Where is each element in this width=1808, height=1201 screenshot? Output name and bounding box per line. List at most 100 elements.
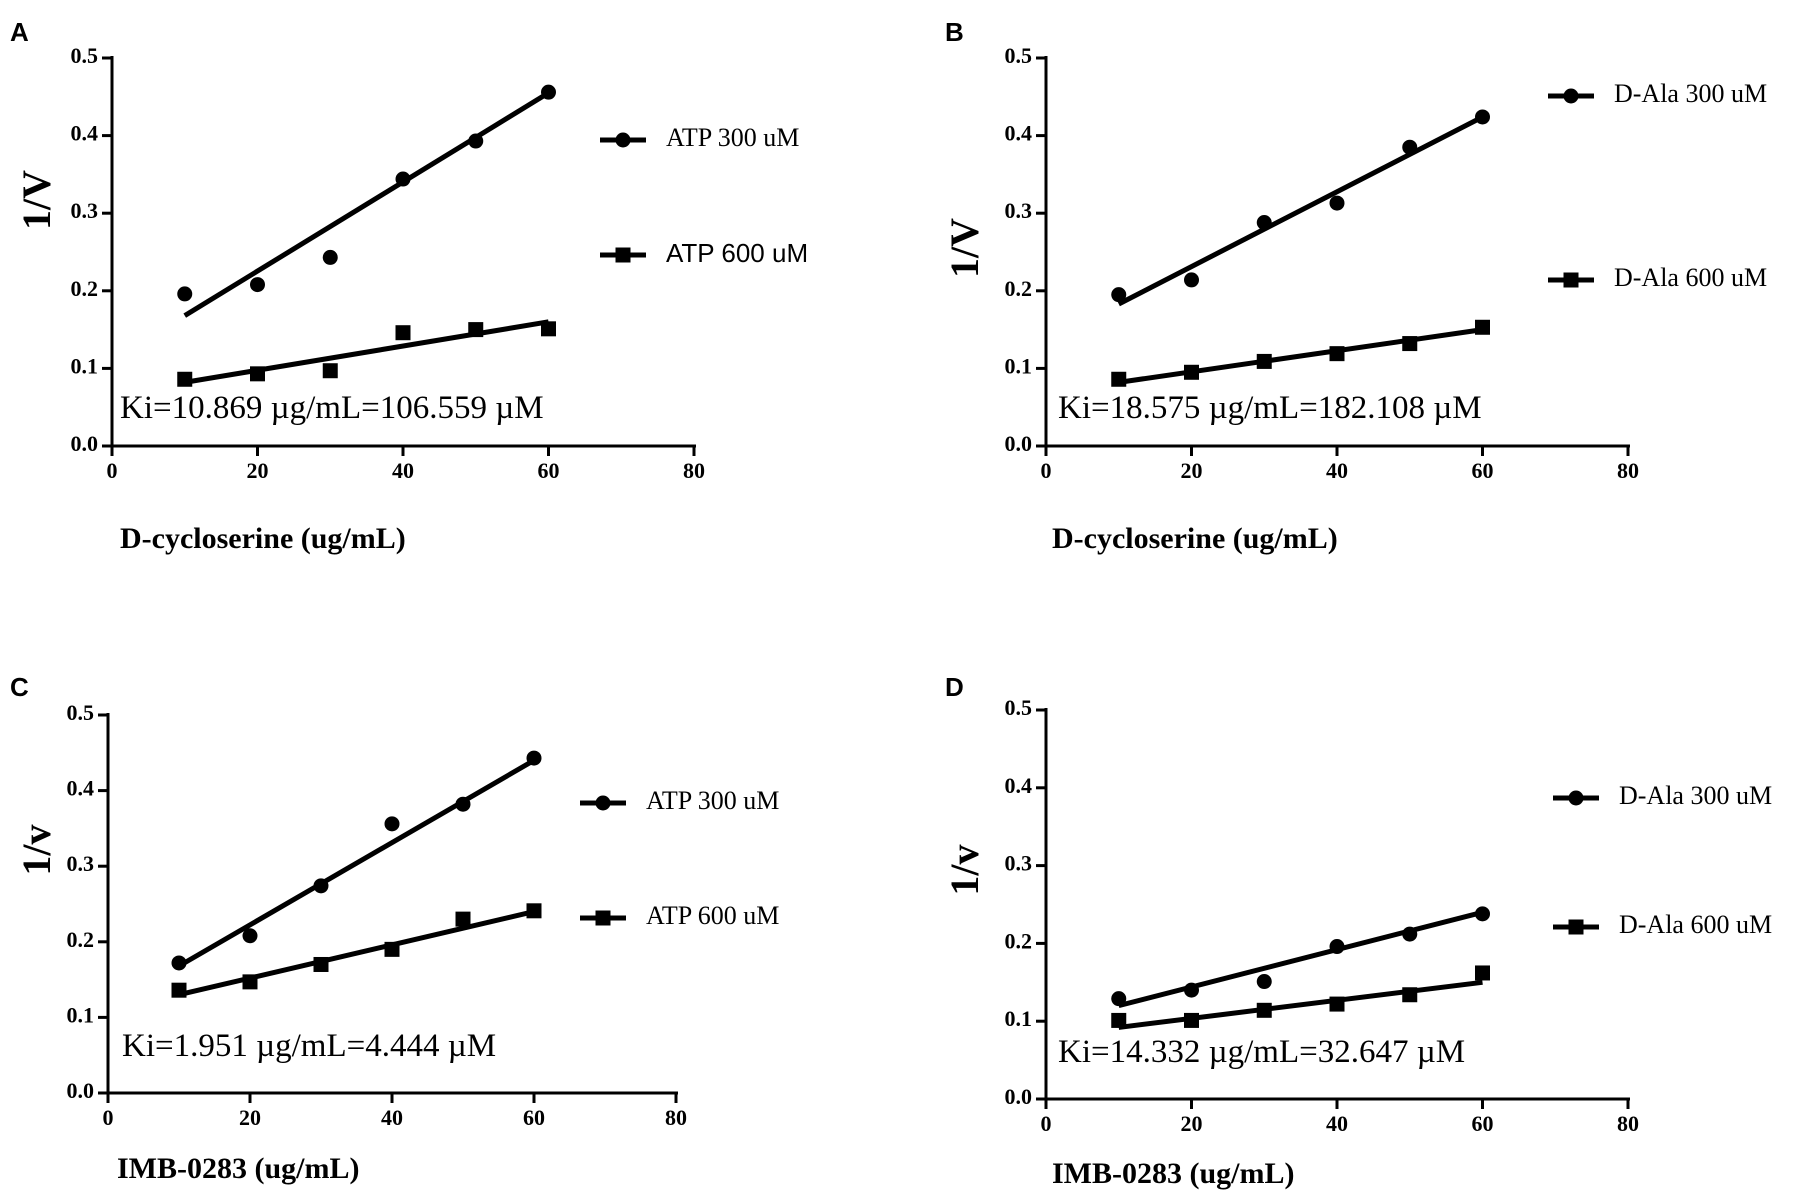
y-axis-label: 1/v [942,844,987,895]
series-1 [1111,109,1490,307]
legend-marker [595,910,611,926]
data-point [541,321,556,337]
x-tick-label: 0 [1041,458,1052,483]
y-tick-label: 0.5 [67,700,95,725]
panel-label: D [945,672,964,702]
data-point [1184,272,1199,288]
data-point [242,928,258,944]
x-tick-label: 80 [1617,458,1639,483]
data-point [384,816,400,832]
y-tick-label: 0.4 [71,121,99,146]
y-tick-label: 0.1 [1005,353,1033,378]
data-point [541,84,556,100]
panel-label: B [945,17,964,47]
x-tick-label: 80 [1617,1111,1639,1136]
data-point [1329,195,1345,211]
legend-entry-1: D-Ala 300 uM [1553,781,1772,810]
data-point [1111,1012,1127,1028]
legend-entry-2: D-Ala 600 uM [1548,263,1767,292]
legend-label: ATP 300 uM [646,786,779,815]
ki-annotation: Ki=1.951 µg/mL=4.444 µM [122,1028,496,1064]
y-tick-label: 0.3 [1005,851,1033,876]
data-point [455,796,471,812]
data-point [1111,991,1127,1007]
legend-label: D-Ala 300 uM [1619,781,1772,810]
data-point [1256,1002,1272,1018]
series-2 [1111,965,1490,1030]
y-tick-label: 0.1 [67,1002,95,1027]
y-tick-label: 0.0 [1005,1084,1033,1109]
chart-panel-b: B 0.0 0.1 0.2 0.3 0.4 0.5 0 20 40 60 80 D-cycloserin… [942,17,1767,555]
data-point [1402,926,1418,942]
ki-annotation: Ki=18.575 µg/mL=182.108 µM [1058,390,1482,426]
y-tick-label: 0.4 [1005,121,1033,146]
data-point [1402,336,1418,352]
data-point [1475,906,1490,922]
x-tick-label: 80 [665,1105,687,1130]
x-tick-label: 40 [1326,1111,1348,1136]
data-point [1256,215,1272,231]
legend-entry-2: D-Ala 600 uM [1553,910,1772,939]
x-axis-label: IMB-0283 (ug/mL) [117,1152,360,1185]
y-tick-label: 0.5 [1005,695,1033,720]
x-tick-label: 80 [683,458,705,483]
data-point [1329,939,1345,955]
data-point [242,974,258,990]
data-point [526,903,542,919]
y-tick-label: 0.1 [1005,1006,1033,1031]
data-point [1111,287,1127,303]
y-tick-label: 0.4 [67,776,95,801]
x-tick-label: 0 [1041,1111,1052,1136]
data-point [313,956,329,972]
legend-entry-1: ATP 300 uM [600,123,799,152]
data-point [468,133,484,149]
data-point [1475,109,1490,125]
data-point [1475,319,1490,335]
y-tick-label: 0.5 [71,43,99,68]
y-tick-label: 0.5 [1005,43,1033,68]
x-tick-label: 20 [247,458,269,483]
chart-panel-c: C 0.0 0.1 0.2 0.3 0.4 0.5 0 20 40 60 80 IMB-0283 (ug… [10,672,779,1185]
data-point [526,750,542,766]
data-point [1329,996,1345,1012]
legend-entry-2: ATP 600 uM [600,238,808,268]
y-tick-label: 0.3 [1005,198,1033,223]
y-tick-label: 0.2 [67,927,95,952]
series-1 [1111,906,1490,1009]
legend-entry-2: ATP 600 uM [580,901,779,930]
data-point [395,325,411,341]
series-2 [171,903,542,998]
legend-marker [1563,88,1579,104]
x-axis-label: D-cycloserine (ug/mL) [1052,522,1338,555]
series-1 [177,84,556,318]
x-tick-label: 0 [103,1105,114,1130]
y-axis-label: 1/V [942,218,987,278]
y-tick-label: 0.0 [67,1078,95,1103]
x-tick-label: 60 [1472,1111,1494,1136]
data-point [177,286,193,302]
data-point [313,878,329,894]
series-1 [171,750,542,971]
panel-label: A [10,17,29,47]
data-point [1402,987,1418,1003]
y-tick-label: 0.0 [71,431,99,456]
panel-label: C [10,672,29,702]
fit-line [1118,909,1484,1009]
legend-marker [595,795,611,811]
y-tick-label: 0.2 [1005,276,1033,301]
x-tick-label: 40 [1326,458,1348,483]
x-axis-label: IMB-0283 (ug/mL) [1052,1157,1295,1190]
data-point [1329,346,1345,362]
x-tick-label: 0 [107,458,118,483]
data-point [322,363,338,379]
fit-line [1117,114,1484,307]
data-point [468,322,484,338]
y-tick-label: 0.0 [1005,431,1033,456]
chart-panel-d: D 0.0 0.1 0.2 0.3 0.4 0.5 0 20 40 60 80 IMB-0283 (ug… [942,672,1772,1190]
y-tick-label: 0.3 [71,198,99,223]
x-tick-label: 40 [381,1105,403,1130]
y-tick-label: 0.4 [1005,773,1033,798]
data-point [171,955,187,971]
ki-annotation: Ki=10.869 µg/mL=106.559 µM [120,390,544,426]
legend-label: ATP 300 uM [666,123,799,152]
